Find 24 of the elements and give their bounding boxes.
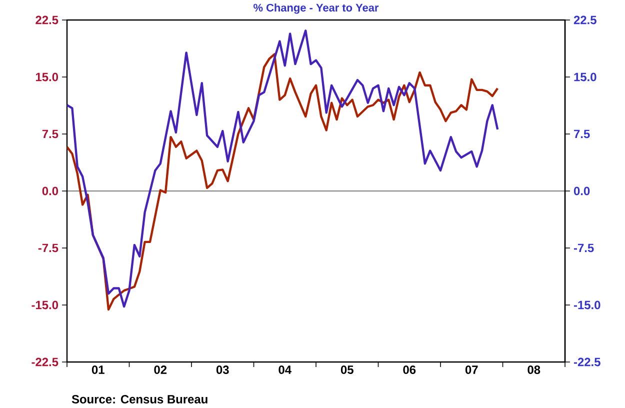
x-tick-label: 03	[216, 366, 229, 374]
y2-tick-label: 7.5	[42, 130, 58, 138]
x-tick-label: 08	[528, 366, 540, 374]
y2-tick-label: 15.0	[36, 72, 58, 82]
x-tick-label: 05	[340, 366, 354, 374]
y2-tick-label: -15.0	[32, 300, 58, 310]
source-note: Source: Census Bureau	[72, 395, 208, 404]
y2-tick-label: -7.5	[38, 244, 58, 252]
y-tick-label: -22.5	[574, 358, 600, 366]
y-tick-label: -15.0	[574, 300, 600, 310]
x-tick-label: 02	[154, 366, 167, 374]
y-tick-label: 15.0	[574, 72, 596, 82]
y-tick-label: 0.0	[574, 186, 590, 196]
y2-tick-label: -22.5	[32, 358, 58, 366]
x-tick-label: 06	[403, 366, 416, 374]
y-tick-label: 7.5	[574, 130, 590, 138]
y2-tick-label: 22.5	[36, 16, 58, 24]
x-tick-label: 04	[278, 366, 292, 374]
y2-tick-label: 0.0	[42, 186, 58, 196]
y-tick-label: -7.5	[574, 244, 594, 252]
x-tick-label: 01	[92, 366, 104, 374]
x-tick-label: 07	[465, 366, 478, 374]
y-tick-label: 22.5	[574, 16, 596, 24]
chart-title: % Change - Year to Year	[254, 4, 379, 14]
